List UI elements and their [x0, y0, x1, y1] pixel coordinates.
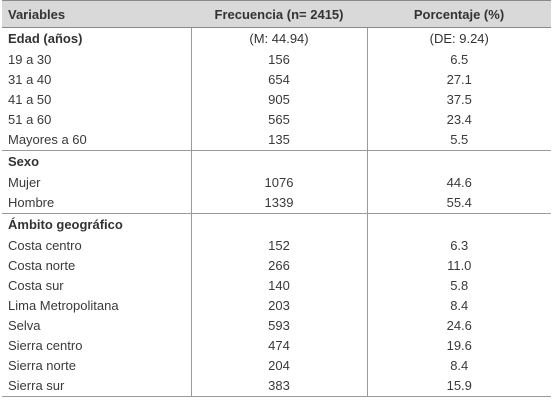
row-freq: 152 [190, 236, 367, 256]
section-pct-note [366, 213, 551, 236]
table-row: Sierra sur 383 15.9 [2, 376, 551, 397]
row-label: Sierra sur [2, 376, 191, 397]
table-row: Lima Metropolitana 203 8.4 [2, 296, 551, 316]
row-freq: 1076 [190, 173, 367, 193]
section-freq-note [190, 150, 367, 173]
row-label: Mayores a 60 [8, 132, 87, 147]
table-row: Sierra norte 204 8.4 [2, 356, 551, 376]
row-freq: 135 [190, 130, 367, 151]
section-header-row: Ámbito geográfico [2, 213, 551, 236]
row-label: Lima Metropolitana [8, 298, 119, 313]
row-label: 41 a 50 [8, 92, 52, 107]
row-pct: 23.4 [366, 110, 551, 130]
row-pct: 37.5 [366, 90, 551, 110]
row-freq: 593 [190, 316, 367, 336]
section-header-row: Sexo [2, 150, 551, 173]
row-label: Hombre [8, 195, 55, 210]
table-row: Mujer 1076 44.6 [2, 173, 551, 193]
row-freq: 565 [190, 110, 367, 130]
row-label: Mujer [8, 175, 41, 190]
row-freq: 203 [190, 296, 367, 316]
row-pct: 6.5 [366, 50, 551, 70]
table-row: Selva 593 24.6 [2, 316, 551, 336]
row-pct: 27.1 [366, 70, 551, 90]
table-row: 31 a 40 654 27.1 [2, 70, 551, 90]
row-pct: 15.9 [366, 376, 551, 397]
header-frecuencia: Frecuencia (n= 2415) [191, 0, 367, 28]
row-label: Costa norte [8, 258, 76, 273]
section-freq-note [190, 213, 367, 236]
header-porcentaje: Porcentaje (%) [367, 0, 551, 28]
row-pct: 5.5 [366, 130, 551, 151]
row-pct: 44.6 [366, 173, 551, 193]
row-freq: 383 [190, 376, 367, 397]
row-pct: 24.6 [366, 316, 551, 336]
row-pct: 8.4 [366, 356, 551, 376]
row-label: Sierra norte [8, 358, 76, 373]
row-freq: 1339 [190, 193, 367, 214]
row-label: Costa centro [8, 238, 82, 253]
section-title: Ámbito geográfico [2, 213, 191, 236]
row-freq: 140 [190, 276, 367, 296]
section-title: Sexo [2, 150, 191, 173]
section-title: Edad (años) [8, 31, 83, 46]
header-variables: Variables [2, 0, 191, 28]
table-row: Mayores a 60 135 5.5 [2, 130, 551, 151]
row-label: Costa sur [8, 278, 64, 293]
table-row: Sierra centro 474 19.6 [2, 336, 551, 356]
row-label: 19 a 30 [8, 52, 52, 67]
row-pct: 19.6 [366, 336, 551, 356]
section-pct-note [366, 150, 551, 173]
row-freq: 474 [190, 336, 367, 356]
demographics-table-container: Variables Frecuencia (n= 2415) Porcentaj… [2, 0, 551, 397]
row-pct: 5.8 [366, 276, 551, 296]
row-label: 31 a 40 [8, 72, 52, 87]
table-header-row: Variables Frecuencia (n= 2415) Porcentaj… [2, 0, 551, 28]
section-header-row: Edad (años) (M: 44.94) (DE: 9.24) [2, 27, 551, 50]
table-row: Costa sur 140 5.8 [2, 276, 551, 296]
demographics-table: Variables Frecuencia (n= 2415) Porcentaj… [2, 0, 551, 397]
table-row: Costa norte 266 11.0 [2, 256, 551, 276]
row-pct: 55.4 [366, 193, 551, 214]
row-label: Selva [8, 318, 41, 333]
table-row: Hombre 1339 55.4 [2, 193, 551, 214]
table-row: 41 a 50 905 37.5 [2, 90, 551, 110]
row-pct: 11.0 [366, 256, 551, 276]
table-row: Costa centro 152 6.3 [2, 236, 551, 256]
row-pct: 6.3 [366, 236, 551, 256]
row-freq: 905 [190, 90, 367, 110]
table-row: 51 a 60 565 23.4 [2, 110, 551, 130]
row-label: 51 a 60 [8, 112, 52, 127]
row-freq: 654 [190, 70, 367, 90]
row-freq: 266 [190, 256, 367, 276]
row-freq: 204 [190, 356, 367, 376]
row-freq: 156 [190, 50, 367, 70]
section-freq-note: (M: 44.94) [190, 27, 367, 50]
table-row: 19 a 30 156 6.5 [2, 50, 551, 70]
row-label: Sierra centro [8, 338, 83, 353]
section-pct-note: (DE: 9.24) [366, 27, 551, 50]
row-pct: 8.4 [366, 296, 551, 316]
